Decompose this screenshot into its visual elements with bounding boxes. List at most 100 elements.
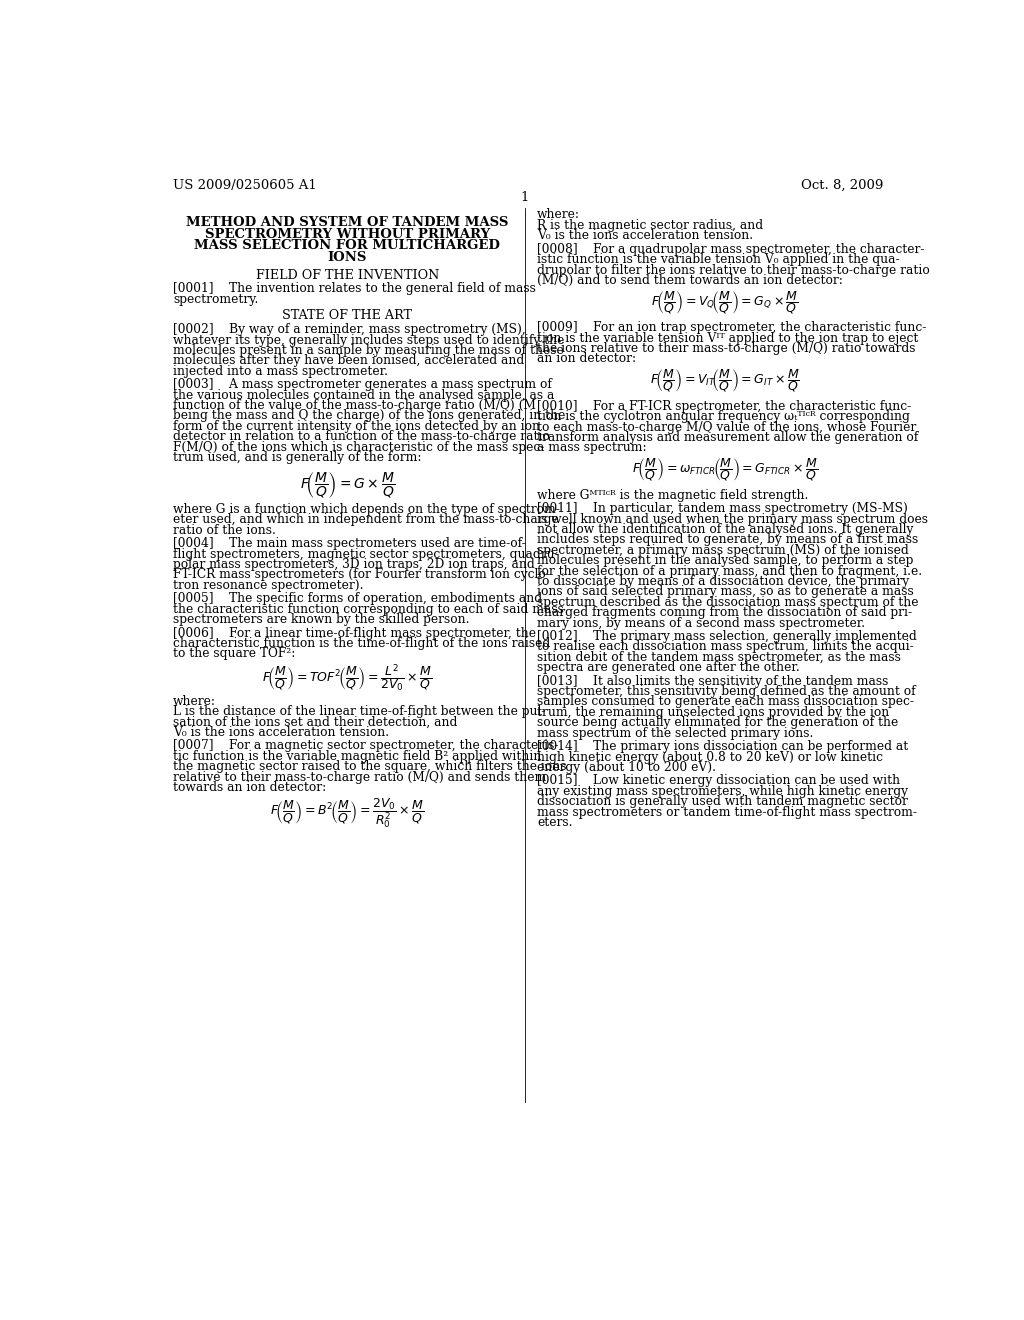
- Text: molecules present in a sample by measuring the mass of these: molecules present in a sample by measuri…: [173, 345, 563, 356]
- Text: $F\!\left(\dfrac{M}{Q}\right) = TOF^2\!\left(\dfrac{M}{Q}\right) = \dfrac{L^2}{2: $F\!\left(\dfrac{M}{Q}\right) = TOF^2\!\…: [262, 663, 432, 694]
- Text: any existing mass spectrometers, while high kinetic energy: any existing mass spectrometers, while h…: [538, 785, 908, 797]
- Text: to realise each dissociation mass spectrum, limits the acqui-: to realise each dissociation mass spectr…: [538, 640, 914, 653]
- Text: energy (about 10 to 200 eV).: energy (about 10 to 200 eV).: [538, 760, 716, 774]
- Text: [0013]    It also limits the sensitivity of the tandem mass: [0013] It also limits the sensitivity of…: [538, 675, 889, 688]
- Text: transform analysis and measurement allow the generation of: transform analysis and measurement allow…: [538, 430, 919, 444]
- Text: [0015]    Low kinetic energy dissociation can be used with: [0015] Low kinetic energy dissociation c…: [538, 775, 900, 788]
- Text: being the mass and Q the charge) of the ions generated, in the: being the mass and Q the charge) of the …: [173, 409, 565, 422]
- Text: [0007]    For a magnetic sector spectrometer, the characteris-: [0007] For a magnetic sector spectromete…: [173, 739, 558, 752]
- Text: detector in relation to a function of the mass-to-charge ratio: detector in relation to a function of th…: [173, 430, 550, 444]
- Text: whatever its type, generally includes steps used to identify the: whatever its type, generally includes st…: [173, 334, 564, 347]
- Text: function of the value of the mass-to-charge ratio (M/Q) (M: function of the value of the mass-to-cha…: [173, 399, 536, 412]
- Text: FIELD OF THE INVENTION: FIELD OF THE INVENTION: [256, 268, 439, 281]
- Text: [0006]    For a linear time-of-flight mass spectrometer, the: [0006] For a linear time-of-flight mass …: [173, 627, 536, 640]
- Text: [0009]    For an ion trap spectrometer, the characteristic func-: [0009] For an ion trap spectrometer, the…: [538, 321, 927, 334]
- Text: STATE OF THE ART: STATE OF THE ART: [283, 309, 413, 322]
- Text: [0005]    The specific forms of operation, embodiments and: [0005] The specific forms of operation, …: [173, 593, 542, 606]
- Text: $F\!\left(\dfrac{M}{Q}\right) = V_{IT}\!\left(\dfrac{M}{Q}\right) = G_{IT} \time: $F\!\left(\dfrac{M}{Q}\right) = V_{IT}\!…: [650, 367, 800, 395]
- Text: spectrometry.: spectrometry.: [173, 293, 258, 306]
- Text: charged fragments coming from the dissociation of said pri-: charged fragments coming from the dissoc…: [538, 606, 912, 619]
- Text: towards an ion detector:: towards an ion detector:: [173, 781, 327, 793]
- Text: $F\!\left(\dfrac{M}{Q}\right) = G \times \dfrac{M}{Q}$: $F\!\left(\dfrac{M}{Q}\right) = G \times…: [300, 471, 395, 500]
- Text: tion is the variable tension Vᴵᵀ applied to the ion trap to eject: tion is the variable tension Vᴵᵀ applied…: [538, 331, 919, 345]
- Text: [0011]    In particular, tandem mass spectrometry (MS-MS): [0011] In particular, tandem mass spectr…: [538, 502, 908, 515]
- Text: ions of said selected primary mass, so as to generate a mass: ions of said selected primary mass, so a…: [538, 585, 914, 598]
- Text: FT-ICR mass spectrometers (for Fourier transform ion cyclo-: FT-ICR mass spectrometers (for Fourier t…: [173, 569, 550, 581]
- Text: $F\!\left(\dfrac{M}{Q}\right) = V_Q\!\left(\dfrac{M}{Q}\right) = G_Q \times \dfr: $F\!\left(\dfrac{M}{Q}\right) = V_Q\!\le…: [651, 289, 799, 315]
- Text: $F\!\left(\dfrac{M}{Q}\right) = B^2\!\left(\dfrac{M}{Q}\right) = \dfrac{2V_0}{R_: $F\!\left(\dfrac{M}{Q}\right) = B^2\!\le…: [270, 796, 425, 830]
- Text: SPECTROMETRY WITHOUT PRIMARY: SPECTROMETRY WITHOUT PRIMARY: [205, 227, 489, 240]
- Text: spectrometer, a primary mass spectrum (MS) of the ionised: spectrometer, a primary mass spectrum (M…: [538, 544, 909, 557]
- Text: to dissociate by means of a dissociation device, the primary: to dissociate by means of a dissociation…: [538, 576, 909, 587]
- Text: relative to their mass-to-charge ratio (M/Q) and sends them: relative to their mass-to-charge ratio (…: [173, 771, 546, 784]
- Text: not allow the identification of the analysed ions. It generally: not allow the identification of the anal…: [538, 523, 913, 536]
- Text: injected into a mass spectrometer.: injected into a mass spectrometer.: [173, 364, 388, 378]
- Text: spectrometers are known by the skilled person.: spectrometers are known by the skilled p…: [173, 612, 469, 626]
- Text: 1: 1: [520, 191, 529, 203]
- Text: molecules after they have been ionised, accelerated and: molecules after they have been ionised, …: [173, 354, 524, 367]
- Text: V₀ is the ions acceleration tension.: V₀ is the ions acceleration tension.: [173, 726, 389, 739]
- Text: dissociation is generally used with tandem magnetic sector: dissociation is generally used with tand…: [538, 795, 908, 808]
- Text: tion is the cyclotron angular frequency ωₜᵀᴵᶜᴿ corresponding: tion is the cyclotron angular frequency …: [538, 411, 910, 424]
- Text: [0002]    By way of a reminder, mass spectrometry (MS),: [0002] By way of a reminder, mass spectr…: [173, 323, 525, 337]
- Text: ratio of the ions.: ratio of the ions.: [173, 524, 275, 537]
- Text: [0010]    For a FT-ICR spectrometer, the characteristic func-: [0010] For a FT-ICR spectrometer, the ch…: [538, 400, 911, 413]
- Text: to each mass-to-charge M/Q value of the ions, whose Fourier: to each mass-to-charge M/Q value of the …: [538, 421, 916, 433]
- Text: polar mass spectrometers, 3D ion traps, 2D ion traps, and: polar mass spectrometers, 3D ion traps, …: [173, 558, 535, 572]
- Text: METHOD AND SYSTEM OF TANDEM MASS: METHOD AND SYSTEM OF TANDEM MASS: [186, 216, 509, 230]
- Text: mary ions, by means of a second mass spectrometer.: mary ions, by means of a second mass spe…: [538, 616, 865, 630]
- Text: drupolar to filter the ions relative to their mass-to-charge ratio: drupolar to filter the ions relative to …: [538, 264, 930, 276]
- Text: flight spectrometers, magnetic sector spectrometers, quadru-: flight spectrometers, magnetic sector sp…: [173, 548, 559, 561]
- Text: spectrum described as the dissociation mass spectrum of the: spectrum described as the dissociation m…: [538, 595, 919, 609]
- Text: spectra are generated one after the other.: spectra are generated one after the othe…: [538, 661, 800, 675]
- Text: high kinetic energy (about 0.8 to 20 keV) or low kinetic: high kinetic energy (about 0.8 to 20 keV…: [538, 751, 883, 763]
- Text: [0008]    For a quadrupolar mass spectrometer, the character-: [0008] For a quadrupolar mass spectromet…: [538, 243, 925, 256]
- Text: an ion detector:: an ion detector:: [538, 352, 636, 366]
- Text: where G is a function which depends on the type of spectrom-: where G is a function which depends on t…: [173, 503, 560, 516]
- Text: [0003]    A mass spectrometer generates a mass spectrum of: [0003] A mass spectrometer generates a m…: [173, 379, 552, 391]
- Text: molecules present in the analysed sample, to perform a step: molecules present in the analysed sample…: [538, 554, 913, 568]
- Text: IONS: IONS: [328, 251, 367, 264]
- Text: V₀ is the ions acceleration tension.: V₀ is the ions acceleration tension.: [538, 230, 754, 243]
- Text: is well known and used when the primary mass spectrum does: is well known and used when the primary …: [538, 512, 928, 525]
- Text: the ions relative to their mass-to-charge (M/Q) ratio towards: the ions relative to their mass-to-charg…: [538, 342, 915, 355]
- Text: [0012]    The primary mass selection, generally implemented: [0012] The primary mass selection, gener…: [538, 630, 916, 643]
- Text: F(M/Q) of the ions which is characteristic of the mass spec-: F(M/Q) of the ions which is characterist…: [173, 441, 545, 454]
- Text: [0004]    The main mass spectrometers used are time-of-: [0004] The main mass spectrometers used …: [173, 537, 526, 550]
- Text: mass spectrum of the selected primary ions.: mass spectrum of the selected primary io…: [538, 726, 814, 739]
- Text: to the square TOF²:: to the square TOF²:: [173, 647, 295, 660]
- Text: (M/Q) and to send them towards an ion detector:: (M/Q) and to send them towards an ion de…: [538, 275, 843, 286]
- Text: R is the magnetic sector radius, and: R is the magnetic sector radius, and: [538, 219, 763, 232]
- Text: for the selection of a primary mass, and then to fragment, i.e.: for the selection of a primary mass, and…: [538, 565, 923, 578]
- Text: the various molecules contained in the analysed sample, as a: the various molecules contained in the a…: [173, 388, 554, 401]
- Text: where Gᴹᵀᴵᶜᴿ is the magnetic field strength.: where Gᴹᵀᴵᶜᴿ is the magnetic field stren…: [538, 488, 809, 502]
- Text: MASS SELECTION FOR MULTICHARGED: MASS SELECTION FOR MULTICHARGED: [195, 239, 501, 252]
- Text: tron resonance spectrometer).: tron resonance spectrometer).: [173, 579, 364, 591]
- Text: form of the current intensity of the ions detected by an ion: form of the current intensity of the ion…: [173, 420, 540, 433]
- Text: where:: where:: [173, 694, 216, 708]
- Text: L is the distance of the linear time-of-fight between the pul-: L is the distance of the linear time-of-…: [173, 705, 546, 718]
- Text: tic function is the variable magnetic field B² applied within: tic function is the variable magnetic fi…: [173, 750, 542, 763]
- Text: Oct. 8, 2009: Oct. 8, 2009: [801, 180, 884, 193]
- Text: where:: where:: [538, 209, 581, 222]
- Text: [0001]    The invention relates to the general field of mass: [0001] The invention relates to the gene…: [173, 282, 536, 296]
- Text: samples consumed to generate each mass dissociation spec-: samples consumed to generate each mass d…: [538, 696, 914, 709]
- Text: spectrometer, this sensitivity being defined as the amount of: spectrometer, this sensitivity being def…: [538, 685, 915, 698]
- Text: trum used, and is generally of the form:: trum used, and is generally of the form:: [173, 451, 422, 465]
- Text: istic function is the variable tension V₀ applied in the qua-: istic function is the variable tension V…: [538, 253, 900, 267]
- Text: source being actually eliminated for the generation of the: source being actually eliminated for the…: [538, 717, 898, 729]
- Text: includes steps required to generate, by means of a first mass: includes steps required to generate, by …: [538, 533, 919, 546]
- Text: [0014]    The primary ions dissociation can be performed at: [0014] The primary ions dissociation can…: [538, 741, 908, 754]
- Text: mass spectrometers or tandem time-of-flight mass spectrom-: mass spectrometers or tandem time-of-fli…: [538, 805, 918, 818]
- Text: the magnetic sector raised to the square, which filters the ions: the magnetic sector raised to the square…: [173, 760, 566, 774]
- Text: eters.: eters.: [538, 816, 572, 829]
- Text: $F\!\left(\dfrac{M}{Q}\right) = \omega_{FTICR}\!\left(\dfrac{M}{Q}\right) = G_{F: $F\!\left(\dfrac{M}{Q}\right) = \omega_{…: [632, 457, 818, 483]
- Text: sation of the ions set and their detection, and: sation of the ions set and their detecti…: [173, 715, 458, 729]
- Text: US 2009/0250605 A1: US 2009/0250605 A1: [173, 180, 316, 193]
- Text: a mass spectrum:: a mass spectrum:: [538, 441, 647, 454]
- Text: the characteristic function corresponding to each of said mass: the characteristic function correspondin…: [173, 603, 564, 615]
- Text: characteristic function is the time-of-flight of the ions raised: characteristic function is the time-of-f…: [173, 638, 550, 649]
- Text: trum, the remaining unselected ions provided by the ion: trum, the remaining unselected ions prov…: [538, 706, 890, 719]
- Text: sition debit of the tandem mass spectrometer, as the mass: sition debit of the tandem mass spectrom…: [538, 651, 901, 664]
- Text: eter used, and which in independent from the mass-to-charge: eter used, and which in independent from…: [173, 513, 559, 527]
